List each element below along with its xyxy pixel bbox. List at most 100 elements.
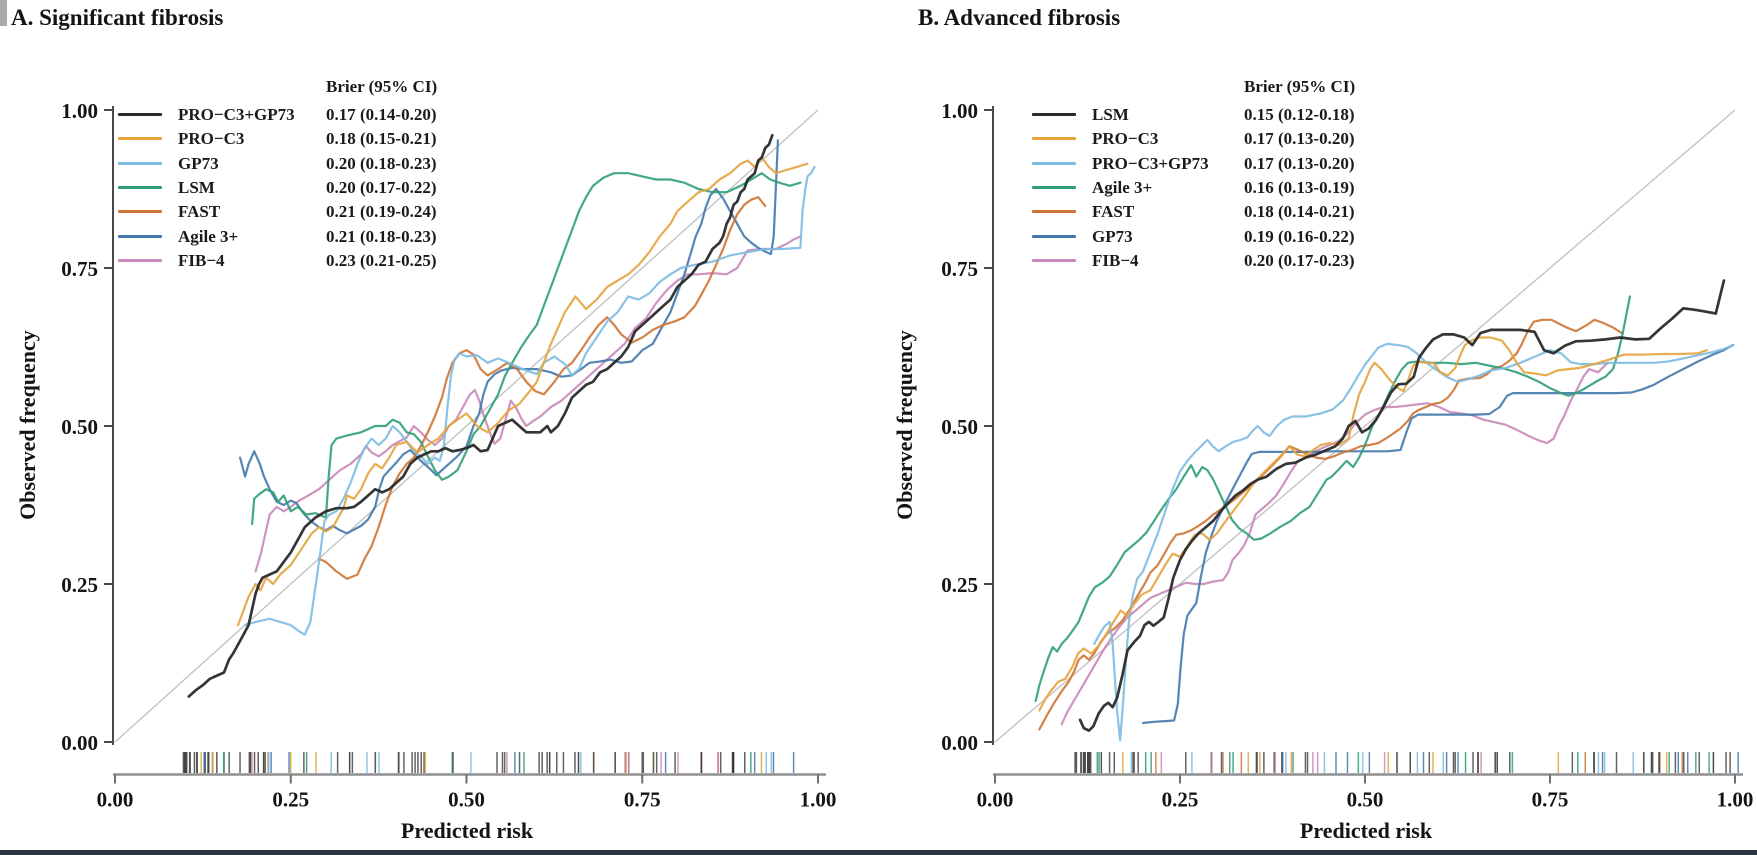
legend-row-FIB−4: FIB−4 0.20 (0.17-0.23) — [1029, 249, 1359, 272]
legend-row-GP73: GP73 0.19 (0.16-0.22) — [1029, 225, 1359, 248]
rug-ticks-A — [182, 752, 795, 773]
panel-a-ylabel: Observed frequency — [15, 330, 40, 520]
legend-series-name: LSM — [1092, 105, 1129, 124]
legend-swatch — [1032, 210, 1076, 214]
legend-row-FIB−4: FIB−4 0.23 (0.21-0.25) — [115, 249, 445, 272]
panel-a-title: A. Significant fibrosis — [11, 5, 224, 30]
x-tick-label: 0.25 — [272, 788, 309, 812]
legend-series-name: LSM — [178, 177, 215, 197]
legend-swatch — [118, 185, 162, 189]
legend-brier-value: 0.18 (0.14-0.21) — [1244, 202, 1355, 222]
y-tick-label: 0.25 — [941, 573, 978, 597]
legend-row-PRO−C3+GP73: PRO−C3+GP73 0.17 (0.13-0.20) — [1029, 152, 1359, 175]
legend-row-PRO−C3: PRO−C3 0.17 (0.13-0.20) — [1029, 127, 1359, 150]
legend-series-name: FAST — [1092, 202, 1135, 222]
curve-Agile 3+ — [1034, 295, 1632, 703]
curve-PRO−C3+GP73 — [1093, 342, 1735, 742]
x-tick-label: 0.00 — [97, 788, 134, 812]
legend-brier-value: 0.21 (0.18-0.23) — [326, 226, 437, 246]
y-tick-label: 0.00 — [941, 731, 978, 755]
legend-brier-value: 0.18 (0.15-0.21) — [326, 129, 437, 149]
panel-b-title: B. Advanced fibrosis — [918, 5, 1121, 30]
rug-ticks-B — [1074, 752, 1739, 773]
curve-FIB−4 — [1060, 361, 1609, 726]
legend-swatch — [118, 258, 162, 262]
x-tick-label: 0.75 — [624, 788, 661, 812]
legend-brier-value: 0.19 (0.16-0.22) — [1244, 226, 1355, 246]
x-tick-label: 1.00 — [800, 788, 837, 812]
y-tick-label: 0.50 — [61, 415, 98, 439]
legend-brier-value: 0.20 (0.18-0.23) — [326, 153, 437, 173]
legend-row-PRO−C3+GP73: PRO−C3+GP73 0.17 (0.14-0.20) — [115, 103, 445, 126]
legend-series-name: PRO−C3+GP73 — [1092, 153, 1209, 173]
legend-row-FAST: FAST 0.18 (0.14-0.21) — [1029, 200, 1359, 223]
legend-swatch — [118, 113, 162, 116]
panel-b-legend-header: Brier (95% CI) — [1244, 77, 1356, 96]
x-tick-label: 0.25 — [1162, 788, 1199, 812]
legend-swatch — [1032, 258, 1076, 262]
x-tick-label: 0.50 — [1347, 788, 1384, 812]
y-tick-label: 0.75 — [61, 257, 98, 281]
legend-swatch — [1032, 137, 1076, 141]
legend-swatch — [1032, 185, 1076, 189]
legend-row-Agile 3+: Agile 3+ 0.21 (0.18-0.23) — [115, 225, 445, 248]
curve-PRO−C3 — [236, 156, 809, 627]
legend-swatch — [118, 137, 162, 141]
legend-swatch — [1032, 234, 1076, 238]
x-tick-label: 0.75 — [1532, 788, 1569, 812]
curve-PRO−C3 — [1038, 336, 1709, 712]
legend-brier-value: 0.17 (0.14-0.20) — [326, 105, 437, 124]
curve-GP73 — [1141, 344, 1734, 725]
legend-row-PRO−C3: PRO−C3 0.18 (0.15-0.21) — [115, 127, 445, 150]
x-tick-label: 1.00 — [1717, 788, 1754, 812]
legend-series-name: GP73 — [1092, 226, 1133, 246]
legend-row-LSM: LSM 0.15 (0.12-0.18) — [1029, 103, 1359, 126]
diagonal-reference-line-A — [114, 109, 819, 743]
curve-FAST — [1038, 318, 1623, 731]
diagonal-reference-line-B — [994, 109, 1736, 743]
legend-series-name: FAST — [178, 202, 221, 222]
legend-series-name: GP73 — [178, 153, 219, 173]
legend-brier-value: 0.17 (0.13-0.20) — [1244, 153, 1355, 173]
panel-b-xlabel: Predicted risk — [1299, 818, 1433, 843]
legend-row-GP73: GP73 0.20 (0.18-0.23) — [115, 152, 445, 175]
curve-PRO−C3+GP73 — [187, 133, 774, 698]
legend-series-name: Agile 3+ — [1092, 177, 1153, 197]
y-tick-label: 1.00 — [61, 99, 98, 123]
x-tick-label: 0.00 — [977, 788, 1014, 812]
legend-swatch — [1032, 161, 1076, 165]
legend-series-name: Agile 3+ — [178, 226, 239, 246]
legend-row-Agile 3+: Agile 3+ 0.16 (0.13-0.19) — [1029, 176, 1359, 199]
legend-brier-value: 0.20 (0.17-0.22) — [326, 177, 437, 197]
legend-row-LSM: LSM 0.20 (0.17-0.22) — [115, 176, 445, 199]
legend-series-name: FIB−4 — [178, 250, 225, 270]
legend-swatch — [118, 161, 162, 165]
legend-swatch — [118, 234, 162, 238]
x-tick-label: 0.50 — [448, 788, 485, 812]
legend-brier-value: 0.20 (0.17-0.23) — [1244, 250, 1355, 270]
panel-a-legend-header: Brier (95% CI) — [326, 77, 438, 96]
legend-swatch — [1032, 113, 1076, 116]
legend-series-name: PRO−C3+GP73 — [178, 105, 295, 124]
y-tick-label: 0.00 — [61, 731, 98, 755]
legend-brier-value: 0.15 (0.12-0.18) — [1244, 105, 1355, 124]
curve-GP73 — [244, 165, 816, 636]
legend-series-name: PRO−C3 — [178, 129, 245, 149]
y-tick-label: 0.75 — [941, 257, 978, 281]
legend-brier-value: 0.17 (0.13-0.20) — [1244, 129, 1355, 149]
legend-brier-value: 0.16 (0.13-0.19) — [1244, 177, 1355, 197]
y-tick-label: 1.00 — [941, 99, 978, 123]
legend-series-name: PRO−C3 — [1092, 129, 1159, 149]
legend-series-name: FIB−4 — [1092, 250, 1139, 270]
screen-edge-artifact — [0, 0, 7, 26]
screen-bottom-bar — [0, 850, 1757, 855]
legend-brier-value: 0.21 (0.19-0.24) — [326, 202, 437, 222]
curve-Agile 3+ — [239, 139, 780, 535]
y-tick-label: 0.25 — [61, 573, 98, 597]
curve-LSM — [1078, 279, 1726, 732]
legend-row-FAST: FAST 0.21 (0.19-0.24) — [115, 200, 445, 223]
legend-swatch — [118, 210, 162, 214]
panel-a-xlabel: Predicted risk — [400, 818, 534, 843]
